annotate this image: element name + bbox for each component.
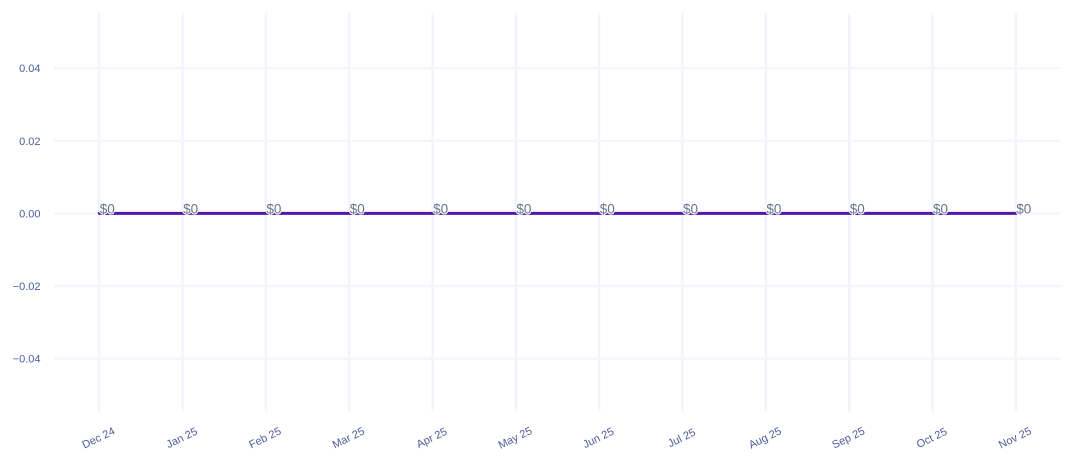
- svg-text:$0: $0: [683, 201, 698, 216]
- svg-text:$0: $0: [600, 201, 615, 216]
- svg-text:−0.02: −0.02: [13, 281, 41, 293]
- svg-text:0.02: 0.02: [19, 136, 40, 148]
- svg-text:$0: $0: [516, 201, 531, 216]
- svg-text:$0: $0: [850, 201, 865, 216]
- svg-text:$0: $0: [433, 201, 448, 216]
- svg-text:0.00: 0.00: [19, 208, 40, 220]
- svg-text:$0: $0: [933, 201, 948, 216]
- svg-text:0.04: 0.04: [19, 63, 40, 75]
- svg-text:$0: $0: [266, 201, 281, 216]
- svg-text:$0: $0: [350, 201, 365, 216]
- svg-text:$0: $0: [183, 201, 198, 216]
- svg-text:$0: $0: [100, 201, 115, 216]
- svg-text:−0.04: −0.04: [13, 354, 41, 366]
- svg-text:$0: $0: [766, 201, 781, 216]
- svg-text:$0: $0: [1016, 201, 1031, 216]
